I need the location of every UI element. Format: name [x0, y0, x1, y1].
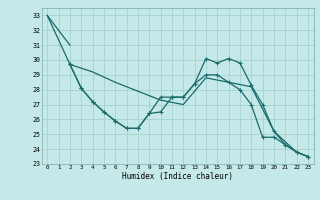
X-axis label: Humidex (Indice chaleur): Humidex (Indice chaleur) [122, 172, 233, 181]
